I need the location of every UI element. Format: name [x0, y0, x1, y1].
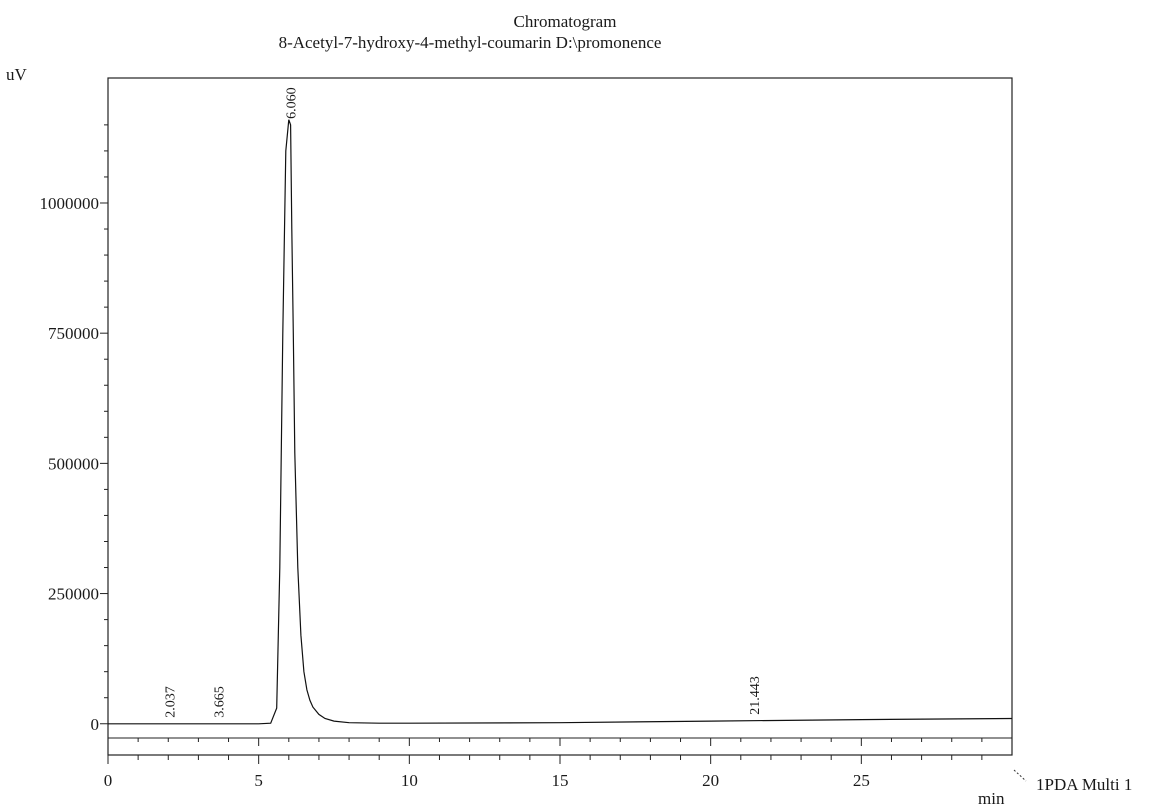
x-axis-label: min — [978, 789, 1005, 808]
y-tick-label: 500000 — [48, 454, 99, 473]
peak-label: 3.665 — [212, 686, 227, 718]
peak-labels: 2.037 3.665 6.060 21.443 — [163, 87, 763, 717]
legend-series-name: 1PDA Multi 1 — [1036, 775, 1132, 794]
y-tick-label: 1000000 — [40, 194, 100, 213]
chart-title: Chromatogram — [514, 12, 617, 31]
y-tick-label: 250000 — [48, 585, 99, 604]
x-tick-label: 5 — [254, 771, 263, 790]
x-tick-label: 15 — [552, 771, 569, 790]
x-axis: 0 5 10 15 20 25 — [104, 738, 983, 790]
chart-subtitle: 8-Acetyl-7-hydroxy-4-methyl-coumarin D:\… — [279, 33, 662, 52]
x-tick-label: 25 — [853, 771, 870, 790]
plot-frame — [107, 77, 1013, 756]
y-tick-label: 0 — [91, 715, 100, 734]
legend-leader-line — [1013, 769, 1027, 782]
peak-label: 2.037 — [163, 686, 178, 718]
y-axis-label: uV — [6, 65, 28, 84]
signal-trace — [108, 119, 1013, 725]
x-tick-label: 20 — [702, 771, 719, 790]
peak-label: 6.060 — [285, 87, 300, 119]
y-tick-label: 750000 — [48, 324, 99, 343]
x-tick-label: 0 — [104, 771, 113, 790]
peak-label: 21.443 — [748, 676, 763, 715]
y-axis: 0 250000 500000 750000 1000000 — [40, 124, 108, 734]
x-tick-label: 10 — [401, 771, 418, 790]
